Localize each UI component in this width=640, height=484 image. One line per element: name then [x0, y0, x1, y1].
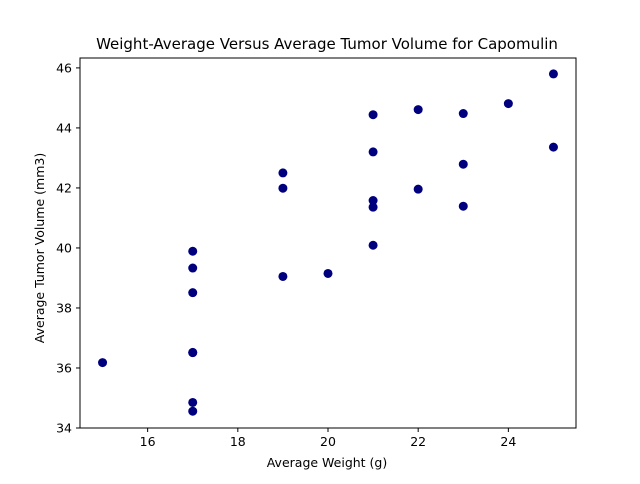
y-axis: 34 36 38 40 42 44 46 — [56, 60, 80, 436]
data-point-14 — [368, 202, 378, 212]
data-point-19 — [413, 105, 423, 115]
data-point-13 — [368, 240, 378, 250]
x-tick-label-22: 22 — [410, 434, 426, 449]
data-point-5 — [188, 347, 198, 357]
data-point-9 — [278, 271, 288, 281]
data-point-1 — [98, 358, 108, 368]
y-tick-label-46: 46 — [56, 60, 72, 75]
data-point-21 — [458, 159, 468, 169]
data-point-3 — [188, 397, 198, 407]
x-tick-label-24: 24 — [500, 434, 516, 449]
y-tick-label-44: 44 — [56, 120, 72, 135]
data-point-6 — [188, 288, 198, 298]
x-tick-label-16: 16 — [140, 434, 156, 449]
data-point-22 — [458, 109, 468, 119]
data-point-15 — [368, 196, 378, 206]
data-point-24 — [548, 142, 558, 152]
y-tick-label-40: 40 — [56, 240, 72, 255]
x-axis: 16 18 20 22 24 — [140, 428, 516, 449]
data-point-23 — [503, 99, 513, 109]
x-tick-label-18: 18 — [230, 434, 246, 449]
points-layer — [98, 69, 558, 416]
y-axis-label: Average Tumor Volume (mm3) — [32, 153, 47, 343]
data-point-8 — [188, 246, 198, 256]
data-point-12 — [323, 268, 333, 278]
data-point-7 — [188, 263, 198, 273]
data-point-11 — [278, 168, 288, 178]
y-tick-label-38: 38 — [56, 300, 72, 315]
data-point-2 — [188, 406, 198, 416]
data-point-10 — [278, 183, 288, 193]
data-point-17 — [368, 110, 378, 120]
data-point-16 — [368, 147, 378, 157]
data-point-18 — [413, 184, 423, 194]
data-point-25 — [548, 69, 558, 79]
chart-title: Weight-Average Versus Average Tumor Volu… — [96, 35, 558, 53]
y-tick-label-34: 34 — [56, 421, 72, 436]
y-tick-label-42: 42 — [56, 180, 72, 195]
x-tick-label-20: 20 — [320, 434, 336, 449]
y-tick-label-36: 36 — [56, 360, 72, 375]
data-point-20 — [458, 201, 468, 211]
x-axis-label: Average Weight (g) — [267, 455, 388, 470]
